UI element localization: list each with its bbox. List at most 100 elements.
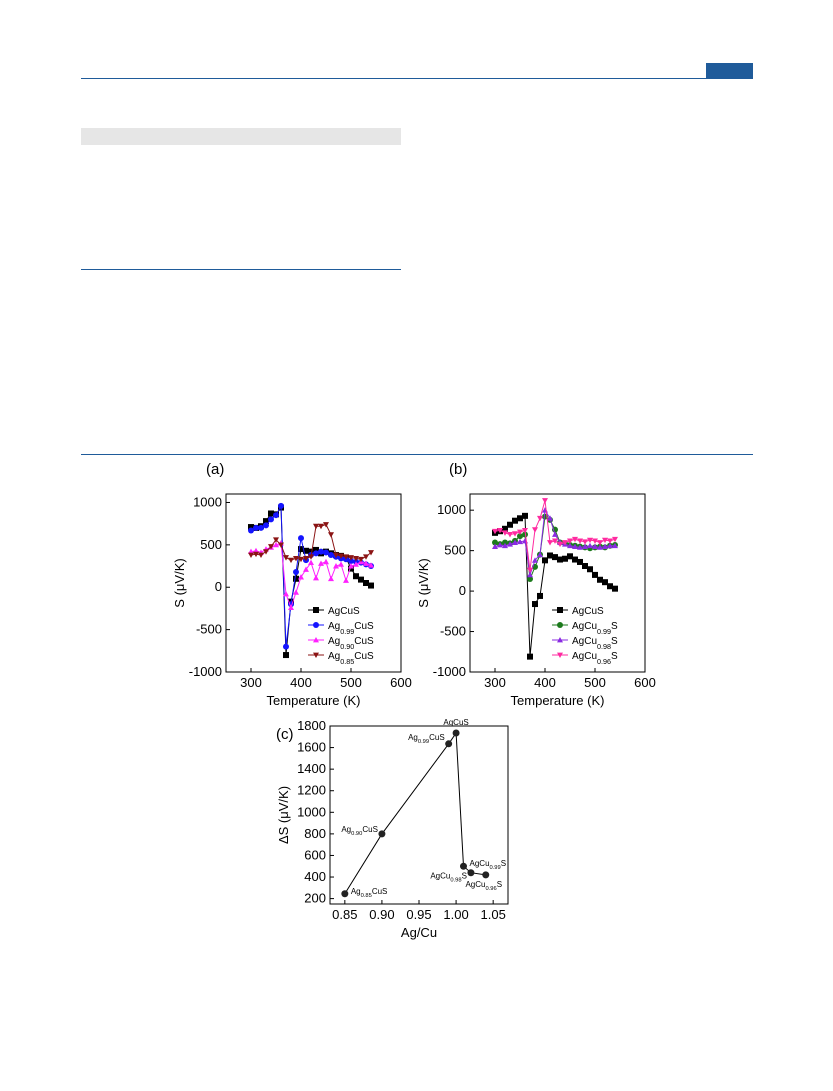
data-label: Ag0.85CuS xyxy=(351,887,388,899)
data-point xyxy=(273,512,279,519)
data-point xyxy=(577,558,583,565)
legend-marker xyxy=(313,652,319,658)
data-point xyxy=(268,516,274,523)
figure-rule xyxy=(81,454,753,455)
data-point xyxy=(592,538,598,544)
x-axis-label: Temperature (K) xyxy=(511,693,605,708)
data-point xyxy=(288,604,294,610)
gray-bar xyxy=(81,128,401,145)
legend-marker xyxy=(557,622,563,628)
plot-frame xyxy=(225,493,402,673)
data-point xyxy=(328,552,334,559)
data-point xyxy=(507,532,513,538)
data-point xyxy=(298,546,304,553)
data-point xyxy=(502,542,508,549)
data-point xyxy=(258,552,264,559)
x-tick-label: 600 xyxy=(634,675,656,690)
data-point xyxy=(313,546,319,553)
data-label: AgCuS xyxy=(443,718,468,727)
data-point xyxy=(353,556,359,562)
data-point xyxy=(323,549,329,556)
data-point xyxy=(572,543,578,549)
x-tick-label: 300 xyxy=(484,675,506,690)
data-point xyxy=(532,557,538,563)
y-tick-label: -1000 xyxy=(189,664,222,679)
data-point xyxy=(318,560,324,566)
y-tick-label: 200 xyxy=(304,891,326,906)
y-tick-label: 1800 xyxy=(297,718,326,733)
data-point xyxy=(512,517,518,524)
data-point xyxy=(248,524,254,531)
data-point xyxy=(460,862,467,870)
data-point xyxy=(552,554,558,561)
y-tick-label: 800 xyxy=(304,826,326,841)
y-axis-label: ΔS (μV/K) xyxy=(276,786,291,844)
panel-label-b: (b) xyxy=(449,461,468,478)
y-tick-label: 600 xyxy=(304,847,326,862)
data-point xyxy=(273,541,279,548)
chart-c: 0.85 0.90 0.95 1.00 1.05 200 400 600 800 1000 1200… xyxy=(276,718,509,940)
panel-label-a: (a) xyxy=(206,461,225,478)
data-point xyxy=(597,576,603,583)
data-point xyxy=(348,563,354,569)
data-point xyxy=(582,563,588,570)
series-line xyxy=(344,731,486,895)
data-point xyxy=(572,556,578,563)
y-tick-label: -1000 xyxy=(433,664,466,679)
data-point xyxy=(278,502,284,509)
legend-marker xyxy=(557,637,563,643)
data-point xyxy=(323,522,329,528)
data-point xyxy=(602,579,608,586)
data-point xyxy=(293,575,299,582)
data-point xyxy=(527,571,533,578)
data-point xyxy=(567,538,573,544)
section-rule xyxy=(81,269,401,270)
data-point xyxy=(308,548,314,555)
legend-label: Ag0.90CuS xyxy=(328,636,374,651)
x-tick-label: 500 xyxy=(584,675,606,690)
y-axis-label: S (μV/K) xyxy=(172,558,187,607)
data-point xyxy=(567,553,573,560)
data-point xyxy=(353,573,359,580)
y-tick-label: 400 xyxy=(304,869,326,884)
data-point xyxy=(283,591,289,597)
data-point xyxy=(612,585,618,592)
data-point xyxy=(532,601,538,608)
data-point xyxy=(303,556,309,562)
data-point xyxy=(318,523,324,530)
y-tick-label: 1400 xyxy=(297,761,326,776)
data-point xyxy=(273,537,279,543)
data-point xyxy=(348,555,354,561)
plot-frame xyxy=(469,493,646,673)
legend-label: AgCuS xyxy=(572,606,604,617)
legend-marker xyxy=(557,652,563,658)
data-point xyxy=(492,528,498,535)
y-tick-label: 1000 xyxy=(297,804,326,819)
chart-a: 300 400 500 600 -1000 -500 0 500 1000 Temperature… xyxy=(172,493,412,708)
data-point xyxy=(537,551,543,558)
data-point xyxy=(582,543,588,549)
data-point xyxy=(547,540,553,546)
data-point xyxy=(587,566,593,573)
data-point xyxy=(303,547,309,554)
data-point xyxy=(557,541,563,548)
data-point xyxy=(313,523,319,530)
x-axis-label: Ag/Cu xyxy=(401,925,437,940)
data-point xyxy=(248,552,254,559)
y-tick-label: 0 xyxy=(459,583,466,598)
data-point xyxy=(607,538,613,544)
data-point xyxy=(527,653,533,660)
data-point xyxy=(298,574,304,580)
data-point xyxy=(268,510,274,517)
x-tick-label: 1.05 xyxy=(481,907,506,922)
data-point xyxy=(512,539,518,545)
data-point xyxy=(507,521,513,528)
data-point xyxy=(368,582,374,589)
data-point xyxy=(517,538,523,545)
data-point xyxy=(557,556,563,563)
legend-label: AgCu0.98S xyxy=(572,636,618,651)
data-point xyxy=(248,527,254,534)
data-point xyxy=(612,542,618,549)
data-point xyxy=(502,539,508,546)
data-point xyxy=(263,522,269,529)
